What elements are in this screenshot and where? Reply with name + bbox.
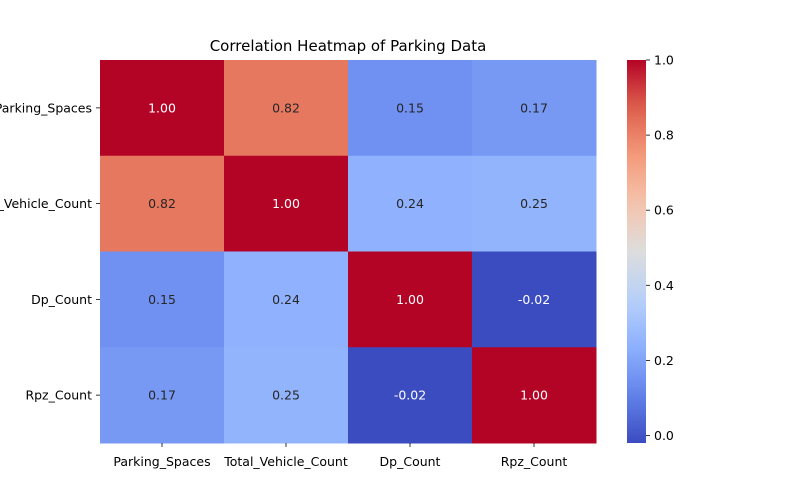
heatmap-cell — [472, 251, 597, 348]
y-axis-ticks: Parking_Spaces Total_Vehicle_Count Dp_Coun… — [0, 100, 100, 403]
heatmap-cell — [224, 251, 349, 348]
heatmap-cells: 1.00 0.82 0.15 0.17 0.82 1.00 0.24 0.25 0.15 0.24… — [100, 60, 597, 444]
cell-value-label: 0.25 — [272, 388, 300, 403]
x-axis-ticks: Parking_Spaces Total_Vehicle_Count Dp_Coun… — [113, 443, 567, 469]
heatmap-cell — [100, 60, 225, 157]
x-tick-label: Dp_Count — [380, 454, 441, 469]
x-tick-label: Total_Vehicle_Count — [223, 454, 348, 469]
heatmap-cell — [472, 60, 597, 157]
heatmap-cell — [224, 60, 349, 157]
x-tick-label: Rpz_Count — [501, 454, 568, 469]
heatmap-cell — [472, 155, 597, 252]
y-tick-label: Total_Vehicle_Count — [0, 196, 92, 211]
heatmap-cell — [472, 347, 597, 444]
y-tick-label: Dp_Count — [31, 292, 92, 307]
colorbar-tick-label: 0.2 — [654, 353, 674, 368]
cell-value-label: 0.82 — [148, 196, 176, 211]
cell-value-label: -0.02 — [518, 292, 550, 307]
heatmap-cell — [224, 347, 349, 444]
colorbar-tick-label: 0.6 — [654, 203, 674, 218]
cell-value-label: 0.24 — [396, 196, 424, 211]
heatmap-cell — [224, 155, 349, 252]
colorbar-tick-label: 0.0 — [654, 428, 674, 443]
cell-value-label: 0.15 — [396, 100, 424, 115]
cell-value-label: -0.02 — [394, 388, 426, 403]
y-tick-label: Rpz_Count — [25, 388, 92, 403]
chart-title: Correlation Heatmap of Parking Data — [210, 37, 487, 55]
heatmap-cell — [100, 155, 225, 252]
heatmap-cell — [348, 155, 473, 252]
heatmap-cell — [100, 251, 225, 348]
colorbar-ticks: 0.0 0.2 0.4 0.6 0.8 1.0 — [646, 53, 674, 443]
heatmap-cell — [348, 251, 473, 348]
cell-value-label: 1.00 — [272, 196, 300, 211]
cell-value-label: 0.82 — [272, 100, 300, 115]
colorbar-tick-label: 0.4 — [654, 278, 674, 293]
cell-value-label: 1.00 — [520, 388, 548, 403]
cell-value-label: 1.00 — [148, 100, 176, 115]
cell-value-label: 0.15 — [148, 292, 176, 307]
y-tick-label: Parking_Spaces — [0, 100, 92, 115]
heatmap-cell — [348, 347, 473, 444]
colorbar — [627, 60, 646, 443]
cell-value-label: 0.17 — [520, 100, 548, 115]
colorbar-tick-label: 1.0 — [654, 53, 674, 68]
cell-value-label: 1.00 — [396, 292, 424, 307]
x-tick-label: Parking_Spaces — [113, 454, 210, 469]
cell-value-label: 0.17 — [148, 388, 176, 403]
heatmap-cell — [348, 60, 473, 157]
cell-value-label: 0.24 — [272, 292, 300, 307]
colorbar-tick-label: 0.8 — [654, 128, 674, 143]
heatmap-cell — [100, 347, 225, 444]
cell-value-label: 0.25 — [520, 196, 548, 211]
